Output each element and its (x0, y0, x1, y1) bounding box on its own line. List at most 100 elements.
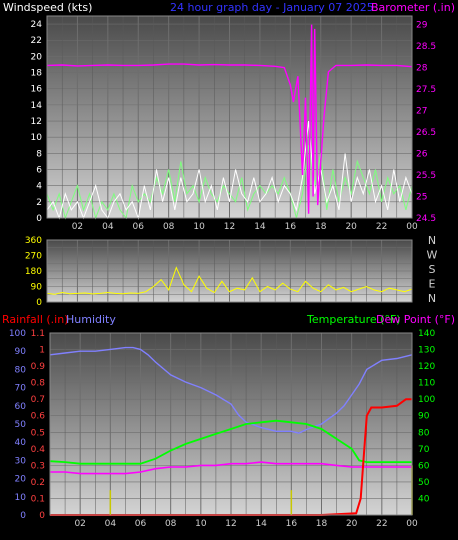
y2-tick-label: 26 (416, 150, 428, 160)
y2-tick-label: 27.5 (416, 85, 436, 95)
y-tick-label: 0 (36, 298, 42, 308)
y-tick-label: 2 (36, 198, 42, 208)
compass-label: S (429, 263, 436, 276)
rain-tick-label: 1.1 (31, 329, 45, 339)
y-tick-label: 6 (36, 166, 42, 176)
y-tick-label: 270 (25, 252, 42, 262)
temp-tick-label: 140 (418, 329, 435, 339)
top-chart-title: 24 hour graph day - January 07 2025 (170, 1, 374, 14)
y-tick-label: 10 (31, 133, 43, 143)
y2-tick-label: 27 (416, 107, 427, 117)
y-tick-label: 16 (31, 85, 43, 95)
y-tick-label: 180 (25, 267, 42, 277)
temp-tick-label: 100 (418, 395, 435, 405)
humidity-tick-label: 90 (15, 347, 27, 357)
x-tick-label: 20 (345, 222, 357, 232)
barometer-label: Barometer (.in) (371, 1, 455, 14)
compass-label: N (428, 234, 436, 247)
x-tick-label: 00 (406, 222, 418, 232)
rain-humidity-temperature-chart: 0 0.1 0.2 0.3 0.4 0.5 0.6 0.7 0.8 0.9 1 1.1 0 10 20 30 4… (9, 329, 436, 529)
x-tick-label: 04 (102, 222, 114, 232)
humidity-series-line (49, 346, 413, 434)
x-tick-label: 00 (406, 519, 418, 529)
rain-series-line (50, 398, 412, 516)
temp-tick-label: 90 (418, 412, 430, 422)
plot-frame (46, 15, 413, 219)
x-tick-label: 20 (346, 519, 358, 529)
x-tick-label: 06 (135, 519, 147, 529)
humidity-tick-label: 0 (20, 511, 26, 521)
x-tick-label: 16 (285, 222, 297, 232)
y-tick-label: 8 (36, 149, 42, 159)
rain-tick-label: 0.5 (31, 428, 45, 438)
temperature-label: Temperature (°F) (306, 313, 401, 326)
rain-tick-label: 0.9 (31, 362, 46, 372)
temp-tick-label: 50 (418, 478, 430, 488)
temp-tick-label: 80 (418, 428, 430, 438)
x-tick-label: 12 (224, 222, 235, 232)
humidity-tick-label: 50 (15, 420, 27, 430)
x-tick-label: 18 (315, 222, 327, 232)
dewpoint-series-line (50, 461, 412, 475)
y-tick-label: 24 (31, 20, 43, 30)
y2-tick-label: 26.5 (416, 128, 436, 138)
y2-tick-label: 25 (416, 193, 427, 203)
x-tick-label: 08 (165, 519, 177, 529)
temp-tick-label: 120 (418, 362, 435, 372)
humidity-tick-label: 20 (15, 475, 27, 485)
rain-tick-label: 0.6 (31, 412, 46, 422)
temp-tick-label: 60 (418, 461, 430, 471)
x-tick-label: 10 (193, 222, 205, 232)
compass-label: N (428, 292, 436, 305)
temp-tick-label: 40 (418, 494, 430, 504)
humidity-tick-label: 30 (15, 456, 27, 466)
temp-tick-label: 130 (418, 346, 435, 356)
compass-label: W (427, 249, 438, 262)
y2-tick-label: 24.5 (416, 214, 436, 224)
dewpoint-label: Dew Point (°F) (376, 313, 455, 326)
gust-series-line (46, 145, 413, 220)
humidity-tick-label: 80 (15, 365, 27, 375)
x-tick-label: 18 (316, 519, 328, 529)
y-tick-label: 20 (31, 52, 43, 62)
wind-barometer-chart: 02468101214161820222424.52525.52626.5272… (31, 15, 436, 232)
humidity-tick-label: 100 (9, 329, 26, 339)
x-tick-label: 14 (255, 519, 267, 529)
rainfall-label: Rainfall (.in) (2, 313, 69, 326)
y-tick-label: 0 (36, 214, 42, 224)
x-tick-label: 02 (74, 519, 85, 529)
y-tick-label: 360 (25, 236, 42, 246)
plot-frame (49, 332, 413, 516)
compass-label: E (429, 278, 436, 291)
x-tick-label: 02 (72, 222, 83, 232)
y2-tick-label: 29 (416, 21, 428, 31)
x-tick-label: 06 (133, 222, 145, 232)
humidity-tick-label: 10 (15, 493, 27, 503)
y-tick-label: 22 (31, 36, 42, 46)
y2-tick-label: 28.5 (416, 42, 436, 52)
y-tick-label: 18 (31, 69, 43, 79)
humidity-tick-label: 70 (15, 384, 27, 394)
y-tick-label: 12 (31, 117, 42, 127)
temperature-series-line (49, 419, 412, 465)
rain-tick-label: 0.7 (31, 395, 45, 405)
temp-tick-label: 70 (418, 445, 430, 455)
x-tick-label: 14 (254, 222, 266, 232)
y2-tick-label: 25.5 (416, 171, 436, 181)
x-tick-label: 16 (286, 519, 298, 529)
x-tick-label: 08 (163, 222, 175, 232)
y2-tick-label: 28 (416, 64, 428, 74)
rain-tick-label: 1 (39, 346, 45, 356)
windspeed-label: Windspeed (kts) (3, 1, 92, 14)
y-tick-label: 90 (31, 283, 43, 293)
humidity-tick-label: 60 (15, 402, 27, 412)
x-tick-label: 12 (225, 519, 236, 529)
rain-tick-label: 0.2 (31, 478, 45, 488)
x-tick-label: 22 (376, 519, 387, 529)
rain-tick-label: 0.4 (31, 445, 46, 455)
y-tick-label: 4 (36, 182, 42, 192)
barometer-series-line (46, 24, 413, 214)
x-tick-label: 10 (195, 519, 207, 529)
